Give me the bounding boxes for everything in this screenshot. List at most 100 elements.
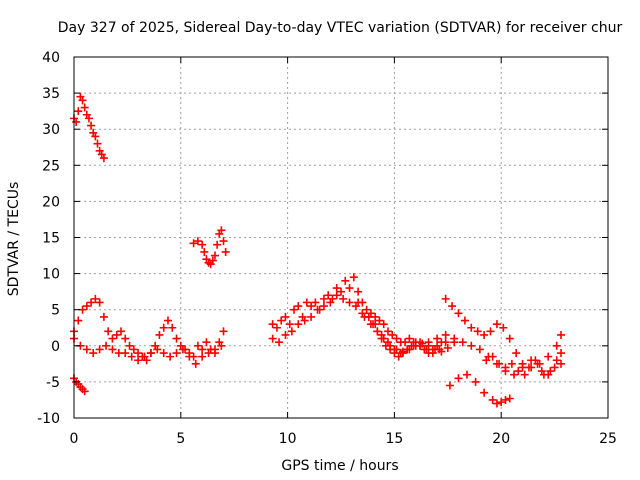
data-point bbox=[191, 359, 200, 368]
data-point bbox=[388, 330, 397, 339]
data-point bbox=[373, 327, 382, 336]
data-point bbox=[166, 352, 175, 361]
data-point bbox=[454, 374, 463, 383]
data-point bbox=[546, 367, 555, 376]
data-point bbox=[140, 352, 149, 361]
data-point bbox=[99, 154, 108, 163]
data-point bbox=[383, 327, 392, 336]
data-point bbox=[193, 237, 202, 246]
data-point bbox=[349, 273, 358, 282]
data-point bbox=[364, 312, 373, 321]
data-point bbox=[93, 139, 102, 148]
data-point bbox=[488, 352, 497, 361]
y-tick-label: 5 bbox=[51, 303, 60, 319]
data-point bbox=[294, 302, 303, 311]
data-point bbox=[285, 320, 294, 329]
data-point bbox=[482, 356, 491, 365]
data-point bbox=[405, 334, 414, 343]
data-point bbox=[80, 103, 89, 112]
data-point bbox=[217, 341, 226, 350]
data-point bbox=[189, 239, 198, 248]
data-point bbox=[208, 256, 217, 265]
data-point bbox=[193, 341, 202, 350]
data-point bbox=[80, 387, 89, 396]
data-point bbox=[398, 349, 407, 358]
data-point bbox=[337, 287, 345, 296]
series-late-a bbox=[441, 294, 566, 379]
data-point bbox=[533, 359, 542, 368]
data-point bbox=[437, 347, 446, 356]
data-point bbox=[407, 341, 416, 350]
data-point bbox=[185, 352, 194, 361]
data-point bbox=[311, 298, 320, 307]
data-point bbox=[125, 341, 134, 350]
data-point bbox=[480, 330, 489, 339]
x-tick-label: 0 bbox=[70, 431, 79, 447]
data-point bbox=[198, 352, 207, 361]
data-point bbox=[379, 320, 388, 329]
data-point bbox=[89, 349, 98, 358]
y-tick-label: 25 bbox=[42, 158, 60, 174]
data-point bbox=[332, 284, 341, 293]
data-point bbox=[354, 287, 363, 296]
series-late-low bbox=[445, 370, 514, 408]
data-point bbox=[454, 309, 463, 318]
series-mid-high bbox=[189, 226, 230, 269]
data-point bbox=[319, 302, 328, 311]
data-point bbox=[492, 399, 501, 408]
data-point bbox=[134, 349, 143, 358]
y-tick-label: 0 bbox=[51, 339, 60, 355]
data-point bbox=[290, 305, 299, 314]
data-point bbox=[272, 323, 281, 332]
data-point bbox=[460, 316, 469, 325]
data-point bbox=[458, 338, 467, 347]
data-point bbox=[221, 247, 230, 256]
data-point bbox=[510, 370, 519, 379]
data-point bbox=[116, 327, 125, 336]
data-point bbox=[91, 132, 100, 141]
data-point bbox=[217, 226, 226, 235]
data-point bbox=[172, 334, 181, 343]
data-point bbox=[375, 316, 384, 325]
data-point bbox=[300, 316, 309, 325]
data-point bbox=[134, 356, 143, 365]
data-point bbox=[394, 352, 403, 361]
data-point bbox=[507, 359, 516, 368]
y-tick-label: -5 bbox=[46, 375, 60, 391]
data-point bbox=[87, 298, 96, 307]
data-point bbox=[268, 320, 277, 329]
data-point bbox=[437, 338, 446, 347]
data-point bbox=[345, 284, 354, 293]
data-point bbox=[198, 240, 207, 249]
data-point bbox=[112, 330, 121, 339]
series-band-0-7-low bbox=[70, 334, 226, 368]
data-point bbox=[403, 345, 412, 354]
data-point bbox=[277, 316, 286, 325]
data-point bbox=[307, 302, 316, 311]
data-point bbox=[129, 345, 138, 354]
data-point bbox=[294, 320, 303, 329]
data-point bbox=[471, 377, 480, 386]
data-point bbox=[488, 395, 497, 404]
data-point bbox=[146, 349, 155, 358]
data-point bbox=[307, 312, 316, 321]
y-tick-label: 35 bbox=[42, 86, 60, 102]
data-point bbox=[480, 388, 489, 397]
data-point bbox=[486, 327, 495, 336]
data-point bbox=[95, 298, 104, 307]
data-point bbox=[362, 305, 371, 314]
data-point bbox=[492, 320, 501, 329]
data-point bbox=[386, 345, 395, 354]
data-point bbox=[369, 320, 378, 329]
data-point bbox=[557, 330, 566, 339]
x-tick-label: 20 bbox=[492, 431, 510, 447]
series-early-low bbox=[70, 374, 89, 396]
data-point bbox=[319, 294, 328, 303]
data-point bbox=[168, 323, 177, 332]
data-point bbox=[313, 305, 322, 314]
grid bbox=[74, 57, 608, 418]
chart-title: Day 327 of 2025, Sidereal Day-to-day VTE… bbox=[58, 20, 623, 36]
x-tick-label: 10 bbox=[279, 431, 297, 447]
y-tick-label: 10 bbox=[42, 267, 60, 283]
